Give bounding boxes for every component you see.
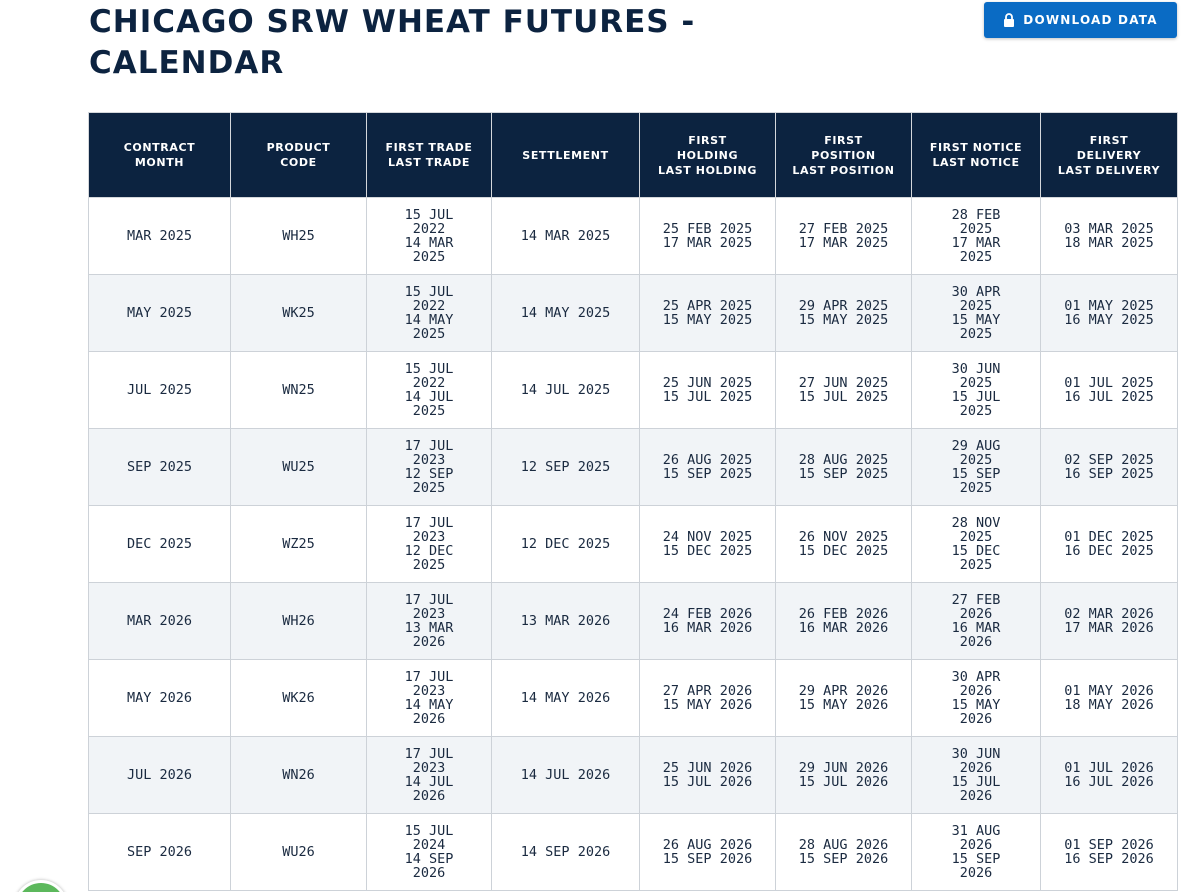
- position-dates-cell: 27 FEB 2025 17 MAR 2025: [775, 197, 912, 275]
- table-row: JUL 2025 WN25 15 JUL 2022 14 JUL 2025 14 JUL…: [88, 351, 1178, 429]
- product-code-cell: WH25: [230, 197, 367, 275]
- holding-dates-cell: 27 APR 2026 15 MAY 2026: [639, 659, 776, 737]
- trade-dates-cell: 17 JUL 2023 14 JUL 2026: [366, 736, 492, 814]
- contract-month-cell: JUL 2025: [88, 351, 231, 429]
- contract-month-cell: MAY 2025: [88, 274, 231, 352]
- contract-month-cell: JUL 2026: [88, 736, 231, 814]
- header-product-code: PRODUCT CODE: [230, 112, 367, 198]
- product-code-cell: WN25: [230, 351, 367, 429]
- header-first-last-trade: FIRST TRADE LAST TRADE: [366, 112, 492, 198]
- lock-icon: [1003, 13, 1015, 27]
- contract-month-cell: MAR 2025: [88, 197, 231, 275]
- contract-month-cell: SEP 2025: [88, 428, 231, 506]
- delivery-dates-cell: 01 SEP 2026 16 SEP 2026: [1040, 813, 1178, 891]
- product-code-cell: WH26: [230, 582, 367, 660]
- download-data-label: DOWNLOAD DATA: [1023, 13, 1158, 27]
- table-row: SEP 2026 WU26 15 JUL 2024 14 SEP 2026 14 SEP…: [88, 813, 1178, 891]
- holding-dates-cell: 24 NOV 2025 15 DEC 2025: [639, 505, 776, 583]
- delivery-dates-cell: 01 MAY 2025 16 MAY 2025: [1040, 274, 1178, 352]
- header-holding: FIRST HOLDING LAST HOLDING: [639, 112, 776, 198]
- download-data-button[interactable]: DOWNLOAD DATA: [984, 2, 1177, 38]
- table-row: MAR 2026 WH26 17 JUL 2023 13 MAR 2026 13 MAR…: [88, 582, 1178, 660]
- settlement-cell: 14 MAR 2025: [491, 197, 640, 275]
- table-row: SEP 2025 WU25 17 JUL 2023 12 SEP 2025 12 SEP…: [88, 428, 1178, 506]
- notice-dates-cell: 31 AUG 2026 15 SEP 2026: [911, 813, 1041, 891]
- delivery-dates-cell: 03 MAR 2025 18 MAR 2025: [1040, 197, 1178, 275]
- settlement-cell: 12 DEC 2025: [491, 505, 640, 583]
- notice-dates-cell: 30 APR 2025 15 MAY 2025: [911, 274, 1041, 352]
- table-row: MAR 2025 WH25 15 JUL 2022 14 MAR 2025 14 MAR…: [88, 197, 1178, 275]
- delivery-dates-cell: 02 SEP 2025 16 SEP 2025: [1040, 428, 1178, 506]
- delivery-dates-cell: 01 JUL 2025 16 JUL 2025: [1040, 351, 1178, 429]
- table-row: DEC 2025 WZ25 17 JUL 2023 12 DEC 2025 12 DEC…: [88, 505, 1178, 583]
- settlement-cell: 13 MAR 2026: [491, 582, 640, 660]
- holding-dates-cell: 25 JUN 2025 15 JUL 2025: [639, 351, 776, 429]
- notice-dates-cell: 30 JUN 2026 15 JUL 2026: [911, 736, 1041, 814]
- contract-month-cell: SEP 2026: [88, 813, 231, 891]
- trade-dates-cell: 17 JUL 2023 12 DEC 2025: [366, 505, 492, 583]
- trade-dates-cell: 17 JUL 2023 12 SEP 2025: [366, 428, 492, 506]
- trade-dates-cell: 15 JUL 2022 14 MAY 2025: [366, 274, 492, 352]
- holding-dates-cell: 25 FEB 2025 17 MAR 2025: [639, 197, 776, 275]
- position-dates-cell: 28 AUG 2025 15 SEP 2025: [775, 428, 912, 506]
- delivery-dates-cell: 02 MAR 2026 17 MAR 2026: [1040, 582, 1178, 660]
- settlement-cell: 14 JUL 2025: [491, 351, 640, 429]
- settlement-cell: 14 MAY 2025: [491, 274, 640, 352]
- notice-dates-cell: 29 AUG 2025 15 SEP 2025: [911, 428, 1041, 506]
- settlement-cell: 14 MAY 2026: [491, 659, 640, 737]
- product-code-cell: WN26: [230, 736, 367, 814]
- delivery-dates-cell: 01 DEC 2025 16 DEC 2025: [1040, 505, 1178, 583]
- trade-dates-cell: 15 JUL 2024 14 SEP 2026: [366, 813, 492, 891]
- table-header-row: CONTRACT MONTH PRODUCT CODE FIRST TRADE LAS…: [88, 112, 1178, 198]
- holding-dates-cell: 25 APR 2025 15 MAY 2025: [639, 274, 776, 352]
- holding-dates-cell: 25 JUN 2026 15 JUL 2026: [639, 736, 776, 814]
- settlement-cell: 12 SEP 2025: [491, 428, 640, 506]
- position-dates-cell: 29 JUN 2026 15 JUL 2026: [775, 736, 912, 814]
- notice-dates-cell: 28 FEB 2025 17 MAR 2025: [911, 197, 1041, 275]
- table-row: MAY 2026 WK26 17 JUL 2023 14 MAY 2026 14 MAY…: [88, 659, 1178, 737]
- position-dates-cell: 29 APR 2025 15 MAY 2025: [775, 274, 912, 352]
- position-dates-cell: 29 APR 2026 15 MAY 2026: [775, 659, 912, 737]
- contract-month-cell: DEC 2025: [88, 505, 231, 583]
- trade-dates-cell: 15 JUL 2022 14 MAR 2025: [366, 197, 492, 275]
- header-notice: FIRST NOTICE LAST NOTICE: [911, 112, 1041, 198]
- calendar-table: CONTRACT MONTH PRODUCT CODE FIRST TRADE LAS…: [88, 112, 1178, 891]
- product-code-cell: WU25: [230, 428, 367, 506]
- product-code-cell: WZ25: [230, 505, 367, 583]
- position-dates-cell: 26 NOV 2025 15 DEC 2025: [775, 505, 912, 583]
- position-dates-cell: 27 JUN 2025 15 JUL 2025: [775, 351, 912, 429]
- product-code-cell: WU26: [230, 813, 367, 891]
- notice-dates-cell: 28 NOV 2025 15 DEC 2025: [911, 505, 1041, 583]
- delivery-dates-cell: 01 MAY 2026 18 MAY 2026: [1040, 659, 1178, 737]
- holding-dates-cell: 26 AUG 2026 15 SEP 2026: [639, 813, 776, 891]
- trade-dates-cell: 15 JUL 2022 14 JUL 2025: [366, 351, 492, 429]
- trade-dates-cell: 17 JUL 2023 13 MAR 2026: [366, 582, 492, 660]
- page-title: CHICAGO SRW WHEAT FUTURES - CALENDAR: [89, 4, 696, 81]
- trade-dates-cell: 17 JUL 2023 14 MAY 2026: [366, 659, 492, 737]
- delivery-dates-cell: 01 JUL 2026 16 JUL 2026: [1040, 736, 1178, 814]
- notice-dates-cell: 30 APR 2026 15 MAY 2026: [911, 659, 1041, 737]
- header-contract-month: CONTRACT MONTH: [88, 112, 231, 198]
- product-code-cell: WK26: [230, 659, 367, 737]
- notice-dates-cell: 30 JUN 2025 15 JUL 2025: [911, 351, 1041, 429]
- contract-month-cell: MAR 2026: [88, 582, 231, 660]
- notice-dates-cell: 27 FEB 2026 16 MAR 2026: [911, 582, 1041, 660]
- header-settlement: SETTLEMENT: [491, 112, 640, 198]
- header-position: FIRST POSITION LAST POSITION: [775, 112, 912, 198]
- chat-icon[interactable]: [14, 880, 68, 892]
- header-delivery: FIRST DELIVERY LAST DELIVERY: [1040, 112, 1178, 198]
- position-dates-cell: 26 FEB 2026 16 MAR 2026: [775, 582, 912, 660]
- settlement-cell: 14 SEP 2026: [491, 813, 640, 891]
- settlement-cell: 14 JUL 2026: [491, 736, 640, 814]
- table-row: JUL 2026 WN26 17 JUL 2023 14 JUL 2026 14 JUL…: [88, 736, 1178, 814]
- holding-dates-cell: 26 AUG 2025 15 SEP 2025: [639, 428, 776, 506]
- holding-dates-cell: 24 FEB 2026 16 MAR 2026: [639, 582, 776, 660]
- table-row: MAY 2025 WK25 15 JUL 2022 14 MAY 2025 14 MAY…: [88, 274, 1178, 352]
- position-dates-cell: 28 AUG 2026 15 SEP 2026: [775, 813, 912, 891]
- product-code-cell: WK25: [230, 274, 367, 352]
- contract-month-cell: MAY 2026: [88, 659, 231, 737]
